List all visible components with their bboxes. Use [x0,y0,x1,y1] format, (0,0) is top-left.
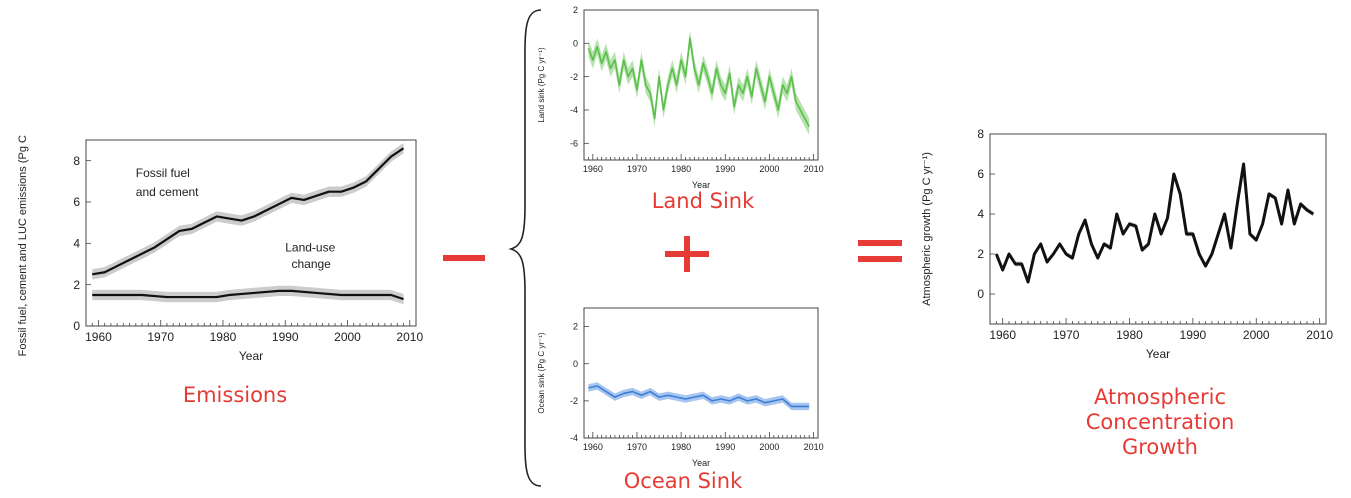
plot-frame [583,9,819,161]
y-tick-label: 4 [977,207,984,221]
x-tick-label: 1970 [147,330,174,344]
x-axis-label: Year [692,458,710,468]
x-tick-label: 1970 [627,442,647,452]
y-tick-label: 4 [73,237,80,251]
y-tick-label: 2 [73,278,80,292]
x-tick-label: 1960 [85,330,112,344]
plot-frame [583,307,819,439]
y-axis-label: Land sink (Pg C yr⁻¹) [537,47,546,123]
x-tick-label: 2010 [804,164,824,174]
atmospheric-growth-chart: 1960 1970 1980 1990 2000 2010 0 2 4 6 8 Year Atmosph… [921,128,1333,361]
y-tick-label: 0 [573,359,578,369]
emissions-chart: 1960 1970 1980 1990 2000 2010 0 2 4 6 8 Year Fossil … [17,132,423,363]
y-tick-label: -4 [570,105,578,115]
emissions-caption: Emissions [182,383,288,407]
y-tick-label: 6 [977,167,984,181]
land-sink-caption: Land Sink [651,189,755,213]
x-tick-label: 1990 [715,442,735,452]
x-tick-label: 1960 [583,164,603,174]
series-line [92,289,404,301]
y-tick-label: 8 [977,128,984,141]
y-tick-label: 2 [977,247,984,261]
x-tick-label: 2000 [759,442,779,452]
chart-annotation: Fossil fuel [136,166,190,180]
y-tick-label: 8 [73,154,80,168]
x-tick-label: 1980 [210,330,237,344]
x-tick-label: 2010 [1306,328,1333,342]
x-tick-label: 1990 [272,330,299,344]
series-line [92,147,405,276]
series-line [994,162,1315,284]
uncertainty-band [92,285,404,305]
y-tick-label: 0 [73,319,80,333]
y-tick-label: -2 [570,396,578,406]
chart-annotation: change [291,257,331,271]
ocean-sink-chart: 1960 1970 1980 1990 2000 2010 -4 -2 0 2 Year Ocean … [537,307,824,468]
y-tick-label: 0 [977,287,984,301]
x-tick-label: 1980 [671,164,691,174]
atmospheric-caption-line2: Concentration [1085,410,1235,434]
y-tick-label: -2 [570,72,578,82]
x-tick-label: 2000 [1243,328,1270,342]
x-axis-label: Year [239,349,263,363]
x-tick-label: 1980 [1116,328,1143,342]
series-line [588,385,810,408]
y-tick-label: 2 [573,322,578,332]
curly-brace [508,9,542,487]
x-tick-label: 1960 [989,328,1016,342]
plus-operator [665,236,719,272]
plot-frame [989,133,1327,325]
y-tick-label: -4 [570,433,578,443]
x-axis-label: Year [1146,347,1170,361]
y-axis-label: Atmospheric growth (Pg C yr⁻¹) [921,152,933,306]
atmospheric-caption-line3: Growth [1121,435,1198,459]
atmospheric-caption-line1: Atmospheric [1093,385,1227,409]
x-tick-label: 2000 [334,330,361,344]
atmospheric-caption: Atmospheric Concentration Growth [1060,385,1260,460]
series-line [587,37,810,128]
x-tick-label: 2010 [396,330,423,344]
chart-annotation: and cement [136,185,199,199]
y-axis-label: Ocean sink (Pg C yr⁻¹) [537,332,546,413]
chart-annotation: Land-use [285,241,335,255]
x-tick-label: 1970 [1053,328,1080,342]
y-tick-label: 0 [573,38,578,48]
x-tick-label: 2000 [759,164,779,174]
uncertainty-band [92,143,404,280]
x-tick-label: 1970 [627,164,647,174]
y-tick-label: -6 [570,138,578,148]
minus-operator [443,255,485,261]
x-tick-label: 1990 [715,164,735,174]
y-tick-label: 2 [573,5,578,15]
x-tick-label: 2010 [804,442,824,452]
x-axis-label: Year [692,180,710,190]
y-axis-label: Fossil fuel, cement and LUC emissions (P… [17,132,29,356]
ocean-sink-caption: Ocean Sink [623,469,743,493]
x-tick-label: 1960 [583,442,603,452]
y-tick-label: 6 [73,195,80,209]
x-tick-label: 1980 [671,442,691,452]
x-tick-label: 1990 [1180,328,1207,342]
equals-operator [858,236,902,266]
land-sink-chart: 1960 1970 1980 1990 2000 2010 -6 -4 -2 0 2 Year Land… [537,5,824,190]
